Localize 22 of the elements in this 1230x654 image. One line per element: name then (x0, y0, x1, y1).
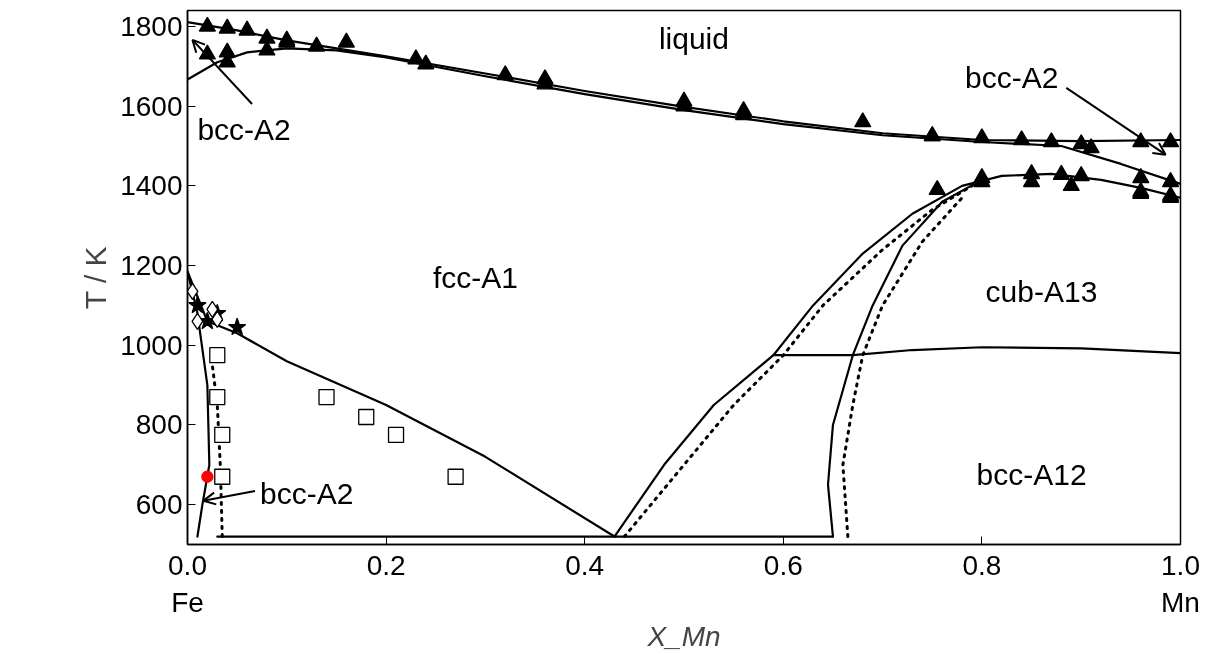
annotation: bcc-A12 (976, 458, 1087, 492)
y-tick-label: 600 (135, 489, 183, 521)
y-tick-label: 1000 (120, 329, 183, 361)
annotation: fcc-A1 (432, 261, 518, 294)
annotation: liquid (658, 21, 729, 55)
x-tick-label: 0.8 (962, 549, 1002, 581)
x-tick-label: 0.4 (565, 549, 605, 581)
x-axis-title: X_Mn (646, 620, 721, 652)
annotation: bcc-A2 (197, 113, 291, 147)
y-axis-title: T / K (79, 246, 113, 310)
x-tick-label: 0.2 (366, 549, 406, 581)
y-tick-label: 1800 (120, 10, 183, 42)
y-tick-label: 1600 (120, 90, 183, 122)
y-tick-label: 1400 (120, 170, 183, 202)
x-tick-label: 0.6 (763, 549, 803, 581)
y-tick-label: 800 (135, 409, 183, 441)
y-tick-label: 1200 (120, 250, 183, 282)
annotation: bcc-A2 (259, 476, 354, 510)
x-tick-label: 1.0 Mn (1161, 549, 1200, 618)
x-tick-label: 0.0 Fe (168, 549, 207, 618)
annotation: bcc-A2 (965, 60, 1059, 94)
annotation: cub-A13 (985, 274, 1098, 308)
